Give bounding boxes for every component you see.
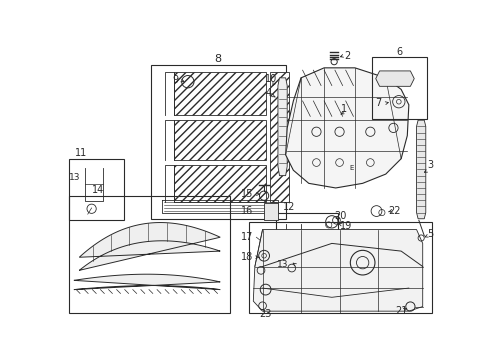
Text: 5: 5: [427, 229, 433, 239]
Text: 18: 18: [241, 252, 253, 262]
Bar: [68, 159, 123, 220]
Text: 11: 11: [75, 148, 87, 158]
Text: 7: 7: [374, 98, 380, 108]
Polygon shape: [277, 78, 286, 176]
Text: 16: 16: [241, 206, 253, 216]
Text: 10: 10: [264, 73, 277, 84]
Text: 15: 15: [241, 189, 253, 199]
Bar: [248, 222, 431, 313]
Bar: [174, 165, 266, 202]
Polygon shape: [253, 230, 422, 311]
Text: 6: 6: [396, 47, 402, 57]
Text: E: E: [348, 165, 352, 171]
Text: 8: 8: [214, 54, 222, 64]
Text: 21: 21: [394, 306, 407, 316]
Polygon shape: [74, 274, 220, 289]
Polygon shape: [79, 222, 220, 270]
Text: 9: 9: [172, 75, 178, 85]
Text: 23: 23: [259, 309, 271, 319]
Bar: [174, 72, 266, 115]
Bar: [151, 65, 285, 219]
Text: 3: 3: [427, 160, 432, 170]
Text: 1: 1: [341, 104, 346, 114]
Text: 19: 19: [339, 221, 351, 231]
Bar: [270, 72, 289, 202]
Bar: [264, 203, 277, 220]
Text: 20: 20: [333, 211, 346, 221]
Polygon shape: [285, 68, 408, 188]
Polygon shape: [375, 71, 413, 86]
Text: 13: 13: [276, 260, 288, 269]
Text: 12: 12: [282, 202, 294, 212]
Text: 13: 13: [69, 174, 80, 183]
Text: 14: 14: [91, 185, 103, 195]
Polygon shape: [416, 120, 425, 219]
Bar: [276, 213, 337, 274]
Text: 22: 22: [388, 206, 401, 216]
Text: 17: 17: [241, 232, 253, 242]
Bar: [371, 57, 427, 119]
Bar: [68, 195, 230, 313]
Bar: [174, 120, 266, 160]
Text: 4: 4: [265, 88, 271, 98]
Text: 2: 2: [344, 51, 350, 61]
